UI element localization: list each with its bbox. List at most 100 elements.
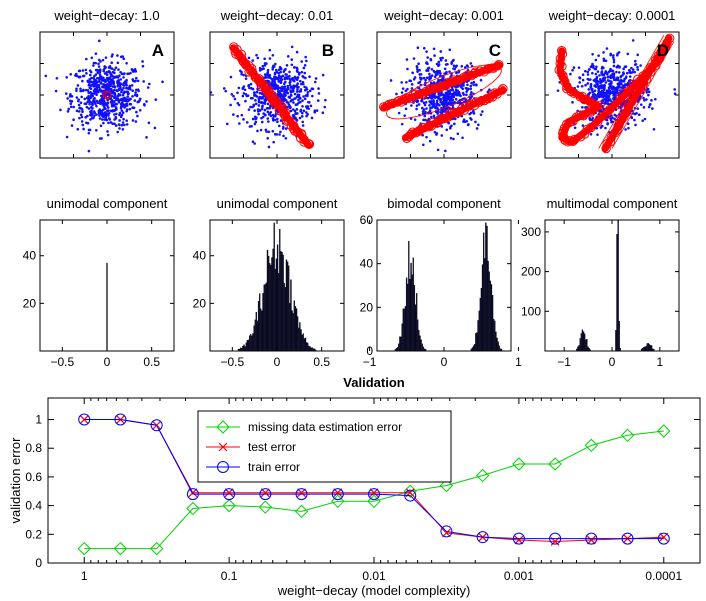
data-point [295,50,299,54]
data-point [586,70,590,74]
panel-title: unimodal component [47,196,168,211]
data-point [616,78,620,82]
data-point [110,90,113,93]
data-point [86,100,89,104]
data-point [612,64,616,68]
data-point [125,99,128,103]
data-point [597,87,601,91]
histogram-bar [407,283,409,352]
data-point [81,79,84,83]
component-point [445,109,455,119]
data-point [448,90,452,94]
data-point [466,123,470,127]
data-point [242,92,246,95]
data-point [97,65,101,68]
component-point [246,65,256,76]
data-point [105,93,108,97]
data-point [99,81,103,85]
histogram-bar [488,271,490,352]
data-point [603,92,606,95]
data-point [437,95,440,98]
data-point [301,80,305,84]
data-point [626,52,630,56]
data-point [625,71,629,75]
data-point [288,77,292,81]
data-point [88,102,91,106]
data-point [77,69,81,73]
data-point [68,99,72,103]
data-point [479,113,483,116]
data-point [121,111,125,115]
x-tick-label: −0.5 [220,355,244,369]
histogram-bar [310,347,312,352]
component-point [615,93,626,104]
data-point [115,108,118,111]
data-point [461,136,464,140]
data-point [55,76,59,80]
data-point [305,111,308,114]
data-point [254,102,258,106]
data-point [86,79,90,83]
component-point [498,84,508,94]
y-tick-label: 0 [35,556,42,570]
x-marker [224,488,234,498]
histogram-bar [401,323,403,352]
component-point [601,109,612,120]
data-point [277,79,281,83]
data-point [283,77,287,80]
data-point [594,72,598,76]
component-point [430,83,440,93]
data-point [77,75,81,79]
histogram-bar [254,319,256,352]
circle-marker [186,488,199,501]
component-point [229,42,239,52]
data-point [101,113,104,116]
histogram-bar [250,334,252,352]
data-point [154,98,158,101]
x-tick-label: 1 [81,569,88,583]
data-point [267,130,271,134]
component-point [449,75,459,85]
histogram-bar [477,320,479,352]
data-point [596,133,599,136]
data-point [304,55,307,59]
data-point [135,110,138,114]
data-point [590,118,594,122]
data-point [148,82,151,86]
data-point [242,73,245,77]
data-point [422,101,426,105]
data-point [474,120,477,124]
data-point [448,70,451,73]
data-point [102,121,105,125]
data-point [442,98,446,102]
data-point [126,91,129,94]
data-point [417,62,420,66]
data-point [609,76,613,79]
series-line [84,419,664,540]
data-point [615,65,619,69]
diamond-marker [77,541,91,556]
data-point [571,101,574,104]
data-point [602,57,606,61]
data-point [59,108,62,112]
data-point [238,122,241,125]
data-point [109,66,112,70]
data-point [117,99,120,103]
data-point [452,64,456,68]
data-point [469,93,473,96]
data-point [449,92,453,96]
data-point [276,117,279,121]
data-point [147,121,151,125]
circle-marker [78,413,91,426]
component-point [560,76,570,87]
data-point [91,106,94,110]
data-point [107,80,111,84]
component-point [564,117,575,128]
data-point [103,111,107,114]
component-point [596,112,606,122]
component-point [574,110,584,121]
data-point [450,124,453,128]
data-point [237,86,241,90]
data-point [622,67,625,71]
data-point [464,98,468,102]
